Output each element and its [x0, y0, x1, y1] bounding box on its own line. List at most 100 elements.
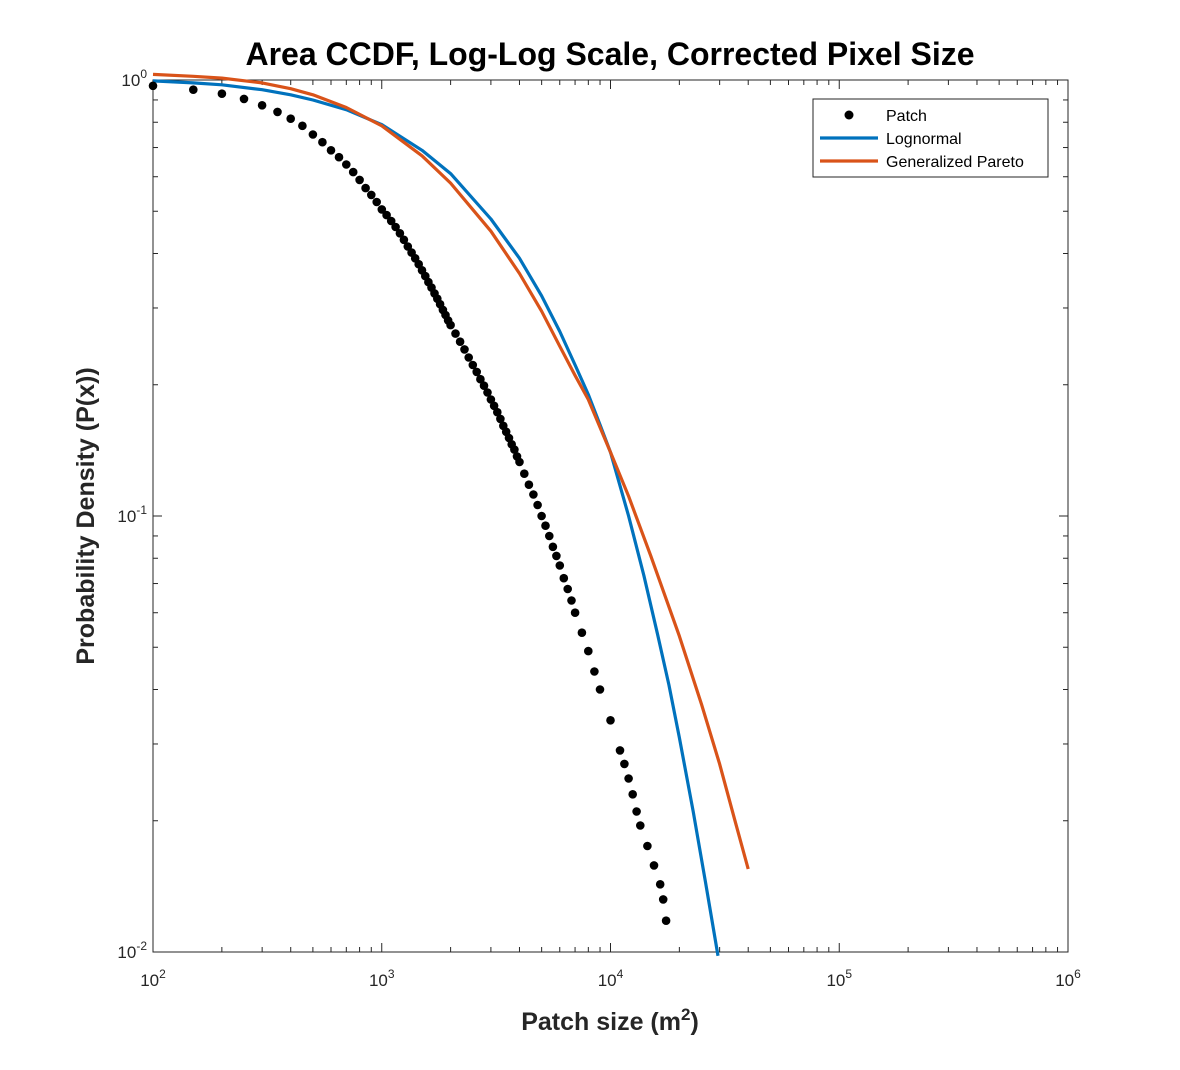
data-point-patch: [382, 210, 391, 220]
series-line-lognormal: [152, 79, 720, 957]
data-point-patch: [476, 374, 485, 384]
data-point-patch: [590, 667, 599, 676]
y-tick-label-exp: 0: [140, 67, 147, 81]
data-point-patch: [496, 414, 505, 424]
chart-title: Area CCDF, Log-Log Scale, Corrected Pixe…: [245, 36, 974, 72]
data-point-patch: [342, 160, 351, 169]
x-tick-label-base: 10: [1055, 971, 1074, 990]
data-point-patch: [372, 197, 382, 207]
data-point-patch: [552, 551, 561, 561]
x-tick-label-exp: 4: [617, 967, 624, 981]
data-point-patch: [472, 367, 482, 377]
data-point-patch: [658, 895, 668, 904]
data-point-patch: [615, 746, 625, 755]
data-point-patch: [515, 457, 524, 467]
data-point-patch: [308, 130, 318, 139]
data-point-patch: [318, 137, 327, 147]
x-axis-label-tail: ): [690, 1008, 698, 1036]
x-tick-label-base: 10: [826, 971, 845, 990]
data-point-patch: [257, 101, 267, 110]
data-point-patch: [643, 841, 652, 851]
data-point-patch: [577, 628, 587, 637]
data-point-patch: [298, 121, 307, 131]
x-tick-label-base: 10: [598, 971, 617, 990]
data-point-patch: [524, 480, 534, 490]
data-point-patch: [479, 381, 489, 391]
series-line-generalized-pareto: [152, 72, 750, 870]
data-point-patch: [460, 345, 469, 354]
x-tick-label: 104: [598, 967, 624, 990]
y-tick-label: 10-1: [117, 503, 147, 526]
data-point-patch: [451, 329, 460, 338]
x-tick-label-exp: 6: [1074, 967, 1081, 981]
data-point-patch: [386, 216, 396, 226]
data-point-patch: [541, 521, 550, 530]
data-point-patch: [628, 790, 637, 799]
series-layer: [148, 72, 750, 957]
data-point-patch: [468, 360, 478, 370]
y-tick-label: 10-2: [117, 939, 147, 962]
data-point-patch: [661, 916, 671, 925]
data-point-patch: [533, 500, 542, 510]
data-point-patch: [493, 407, 502, 417]
y-tick-label-base: 10: [117, 943, 136, 962]
data-point-patch: [624, 774, 633, 783]
legend: Patch Lognormal Generalized Pareto: [812, 98, 1049, 178]
x-tick-label-exp: 5: [845, 967, 852, 981]
data-point-patch: [367, 190, 376, 200]
y-axis-label: Probability Density (P(x)): [72, 367, 100, 664]
legend-label-lognormal: Lognormal: [886, 131, 962, 148]
data-point-patch: [584, 646, 593, 656]
data-point-patch: [489, 401, 499, 411]
data-point-patch: [555, 561, 565, 570]
data-point-patch: [559, 573, 569, 583]
legend-label-patch: Patch: [886, 108, 927, 125]
data-point-patch: [391, 222, 400, 232]
x-tick-label-exp: 2: [159, 967, 166, 981]
data-point-patch: [377, 205, 387, 214]
data-point-patch: [620, 759, 629, 769]
data-point-patch: [537, 511, 546, 521]
y-tick-label-base: 10: [117, 507, 136, 526]
data-point-patch: [567, 596, 576, 605]
data-point-patch: [510, 445, 519, 454]
data-point-patch: [355, 175, 364, 185]
data-point-patch: [326, 146, 336, 155]
data-point-patch: [148, 81, 158, 91]
data-point-patch: [239, 94, 249, 104]
x-tick-label-exp: 3: [388, 967, 395, 981]
data-point-patch: [273, 107, 282, 117]
x-tick-label: 105: [826, 967, 852, 990]
data-point-patch: [348, 167, 358, 177]
major-ticks: [152, 79, 1069, 953]
x-axis-label-sup: 2: [681, 1005, 690, 1024]
data-point-patch: [361, 183, 370, 193]
data-point-patch: [483, 388, 492, 397]
x-tick-label: 102: [140, 967, 166, 990]
data-point-patch: [545, 531, 554, 541]
data-point-patch: [217, 89, 227, 98]
data-point-patch: [529, 490, 538, 499]
data-point-patch: [636, 821, 645, 830]
x-axis-label: Patch size (m2): [521, 1005, 699, 1036]
y-tick-label-exp: -2: [136, 939, 147, 953]
plot-area: [148, 72, 1069, 957]
data-point-patch: [189, 85, 198, 94]
x-tick-label-base: 10: [369, 971, 388, 990]
data-point-patch: [570, 608, 580, 617]
y-tick-label: 100: [121, 67, 147, 90]
data-point-patch: [464, 353, 474, 362]
data-point-patch: [455, 337, 465, 347]
x-tick-labels: 102 103 104 105 106: [140, 967, 1081, 990]
minor-ticks: [153, 80, 1068, 952]
data-point-patch: [655, 880, 665, 889]
data-point-patch: [399, 235, 409, 245]
y-tick-label-base: 10: [121, 71, 140, 90]
x-tick-label: 103: [369, 967, 395, 990]
data-point-patch: [286, 114, 296, 123]
data-point-patch: [520, 469, 529, 479]
legend-label-generalized-pareto: Generalized Pareto: [886, 154, 1024, 171]
data-point-patch: [649, 861, 659, 870]
